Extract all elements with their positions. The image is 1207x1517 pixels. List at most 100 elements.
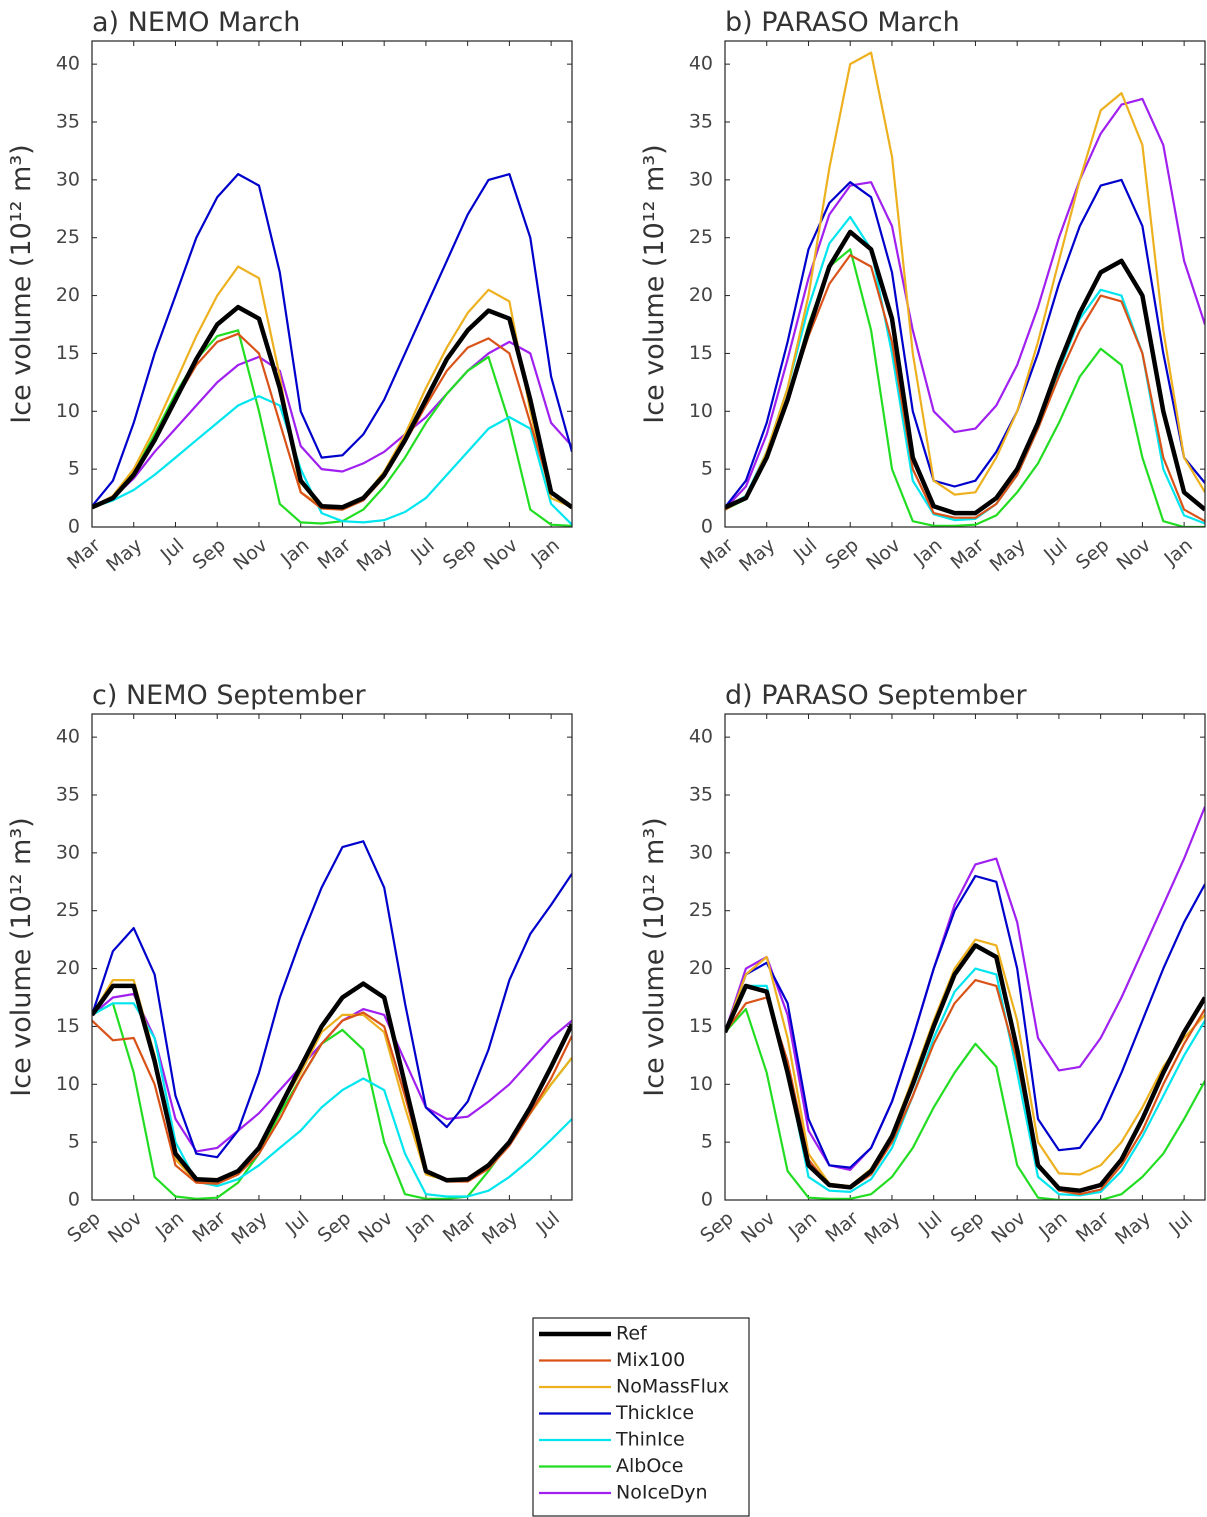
x-tick-label: Mar bbox=[439, 1207, 481, 1247]
x-tick-label: Jul bbox=[1164, 1207, 1196, 1239]
series-line: NoMassFlux bbox=[725, 938, 1205, 1188]
y-tick-label: 25 bbox=[56, 899, 80, 921]
y-tick-label: 5 bbox=[701, 1131, 713, 1153]
y-tick-label: 10 bbox=[56, 400, 80, 422]
x-tick-label: Nov bbox=[862, 534, 905, 575]
x-tick-label: Jul bbox=[281, 1207, 313, 1239]
x-tick-label: Jan bbox=[151, 1207, 188, 1243]
axes-box bbox=[91, 713, 573, 1201]
x-tick-label: Nov bbox=[1113, 534, 1156, 575]
y-tick-label: 25 bbox=[56, 226, 80, 248]
y-tick-label: 20 bbox=[689, 284, 713, 306]
series-line: NoIceDyn bbox=[92, 992, 572, 1153]
x-tick-label: Nov bbox=[104, 1207, 147, 1248]
series-group: NoIceDynAlbOceThinIceThickIceNoMassFluxM… bbox=[92, 173, 572, 527]
x-tick-label: Mar bbox=[1072, 1207, 1114, 1247]
y-tick-label: 10 bbox=[689, 400, 713, 422]
series-line: NoMassFlux bbox=[725, 51, 1205, 510]
chart-title: c) NEMO September bbox=[92, 680, 366, 711]
x-tick-label: Mar bbox=[696, 534, 738, 574]
x-tick-label: May bbox=[860, 1207, 904, 1249]
y-tick-label: 5 bbox=[68, 1131, 80, 1153]
panel: c) NEMO September Ice volume (10¹² m³) 0 5 1… bbox=[6, 680, 573, 1249]
panel: b) PARASO March Ice volume (10¹² m³) 0 5 10 1… bbox=[639, 7, 1206, 576]
legend-label: ThinIce bbox=[615, 1429, 685, 1451]
chart-title: b) PARASO March bbox=[725, 7, 960, 38]
x-tick-label: May bbox=[102, 534, 146, 576]
y-tick-label: 25 bbox=[689, 226, 713, 248]
y-tick-label: 0 bbox=[701, 1189, 713, 1211]
x-tick-label: May bbox=[986, 534, 1030, 576]
y-tick-label: 35 bbox=[689, 111, 713, 133]
series-line: Ref bbox=[92, 981, 572, 1183]
x-tick-label: May bbox=[1111, 1207, 1155, 1249]
x-tick-label: Mar bbox=[821, 1207, 863, 1247]
y-tick-label: 40 bbox=[56, 726, 80, 748]
x-tick-label: Mar bbox=[947, 534, 989, 574]
y-tick-label: 35 bbox=[689, 784, 713, 806]
legend-label: NoMassFlux bbox=[616, 1376, 729, 1398]
x-tick-label: Sep bbox=[696, 1207, 738, 1247]
series-line: Ref bbox=[725, 229, 1205, 516]
y-tick-label: 15 bbox=[689, 1015, 713, 1037]
x-tick-label: Jan bbox=[1160, 534, 1197, 570]
y-tick-label: 10 bbox=[689, 1073, 713, 1095]
x-tick-label: Jan bbox=[276, 534, 313, 570]
series-line: ThinIce bbox=[725, 967, 1205, 1197]
series-line: ThinIce bbox=[92, 395, 572, 526]
y-tick-label: 15 bbox=[56, 342, 80, 364]
legend-label: Ref bbox=[616, 1323, 648, 1345]
x-tick-label: Nov bbox=[480, 534, 523, 575]
y-tick-label: 15 bbox=[689, 342, 713, 364]
y-tick-label: 0 bbox=[68, 516, 80, 538]
x-tick-label: Sep bbox=[63, 1207, 105, 1247]
series-line: ThickIce bbox=[725, 874, 1205, 1169]
y-tick-label: 35 bbox=[56, 784, 80, 806]
x-tick-label: Mar bbox=[188, 1207, 230, 1247]
y-tick-label: 20 bbox=[56, 284, 80, 306]
y-tick-label: 25 bbox=[689, 899, 713, 921]
series-line: ThinIce bbox=[725, 215, 1205, 525]
series-line: Ref bbox=[725, 943, 1205, 1193]
x-tick-label: Nov bbox=[354, 1207, 397, 1248]
y-tick-label: 30 bbox=[56, 841, 80, 863]
series-line: NoIceDyn bbox=[92, 340, 572, 509]
x-tick-label: Sep bbox=[188, 534, 230, 574]
y-tick-label: 35 bbox=[56, 111, 80, 133]
y-axis-label: Ice volume (10¹² m³) bbox=[639, 144, 670, 423]
y-tick-label: 40 bbox=[56, 53, 80, 75]
x-tick-label: Jan bbox=[527, 534, 564, 570]
x-tick-label: Jul bbox=[914, 1207, 946, 1239]
legend-label: NoIceDyn bbox=[616, 1482, 708, 1504]
legend-box bbox=[532, 1317, 750, 1517]
series-line: Mix100 bbox=[725, 254, 1205, 523]
x-tick-label: Jan bbox=[784, 1207, 821, 1243]
x-tick-label: Sep bbox=[947, 1207, 989, 1247]
x-tick-label: Mar bbox=[63, 534, 105, 574]
x-tick-label: Jul bbox=[531, 1207, 563, 1239]
x-tick-label: Sep bbox=[439, 534, 481, 574]
x-tick-label: May bbox=[478, 1207, 522, 1249]
y-tick-label: 5 bbox=[68, 458, 80, 480]
x-tick-label: Jan bbox=[1034, 1207, 1071, 1243]
x-tick-label: Nov bbox=[737, 1207, 780, 1248]
x-tick-label: Jan bbox=[401, 1207, 438, 1243]
chart-title: a) NEMO March bbox=[92, 7, 300, 38]
x-tick-label: Jul bbox=[156, 534, 188, 566]
series-group: NoIceDynAlbOceThinIceThickIceNoMassFluxM… bbox=[725, 51, 1205, 527]
series-line: NoIceDyn bbox=[725, 806, 1205, 1171]
y-axis-label: Ice volume (10¹² m³) bbox=[6, 144, 37, 423]
series-line: ThickIce bbox=[92, 840, 572, 1159]
series-line: ThinIce bbox=[92, 1002, 572, 1198]
series-line: Ref bbox=[92, 304, 572, 510]
legend-label: AlbOce bbox=[616, 1455, 683, 1477]
y-tick-label: 0 bbox=[701, 516, 713, 538]
series-line: ThickIce bbox=[92, 173, 572, 507]
x-tick-label: Jul bbox=[1039, 534, 1071, 566]
y-tick-label: 40 bbox=[689, 726, 713, 748]
series-group: NoIceDynAlbOceThinIceThickIceNoMassFluxM… bbox=[92, 840, 572, 1200]
axes-box bbox=[91, 40, 573, 528]
axes-box bbox=[724, 40, 1206, 528]
